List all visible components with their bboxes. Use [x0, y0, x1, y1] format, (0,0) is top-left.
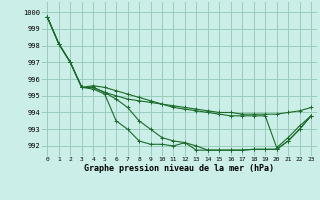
- X-axis label: Graphe pression niveau de la mer (hPa): Graphe pression niveau de la mer (hPa): [84, 164, 274, 173]
